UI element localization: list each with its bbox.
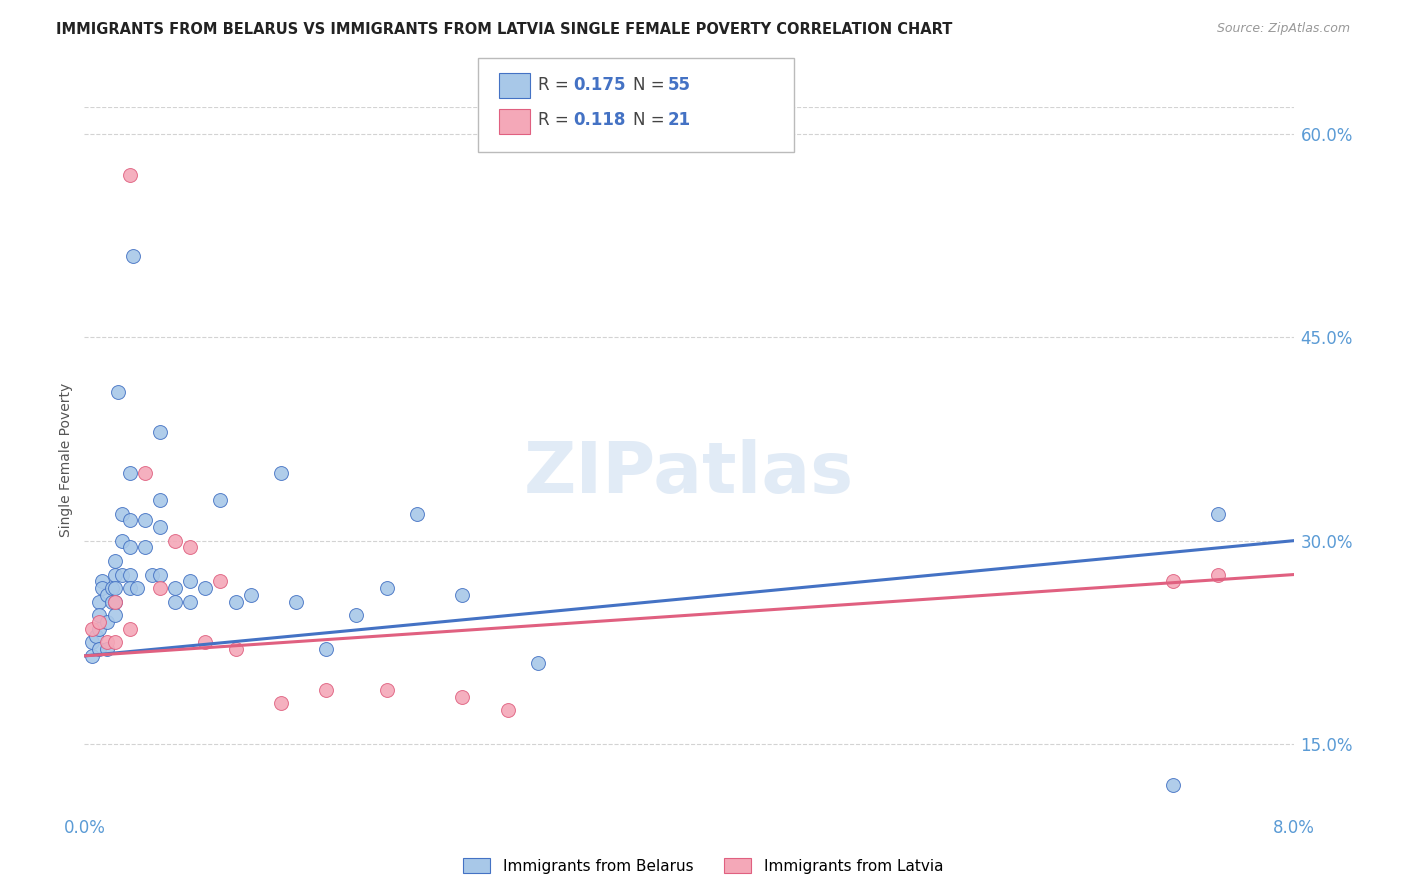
Point: [89, 642, 111, 657]
Point: [107, 384, 129, 399]
Point: [315, 642, 337, 657]
Point: [104, 581, 127, 595]
Point: [96, 615, 118, 629]
Point: [96, 642, 118, 657]
Point: [104, 595, 127, 609]
Y-axis label: Single Female Poverty: Single Female Poverty: [59, 383, 73, 536]
Legend: Immigrants from Belarus, Immigrants from Latvia: Immigrants from Belarus, Immigrants from…: [457, 852, 949, 880]
Point: [80, 635, 103, 649]
Point: [118, 567, 141, 582]
Point: [375, 581, 398, 595]
Point: [179, 595, 201, 609]
Point: [1206, 507, 1229, 521]
Point: [270, 696, 292, 710]
Text: 0.118: 0.118: [574, 112, 626, 129]
Text: R =: R =: [538, 76, 575, 94]
Point: [86, 628, 108, 642]
Point: [496, 703, 519, 717]
Point: [165, 533, 187, 548]
Point: [111, 507, 134, 521]
Point: [149, 520, 172, 534]
Point: [118, 513, 141, 527]
Text: N =: N =: [633, 112, 669, 129]
Text: 55: 55: [668, 76, 690, 94]
Point: [91, 574, 114, 589]
Point: [1161, 778, 1184, 792]
Point: [1206, 567, 1229, 582]
Point: [118, 168, 141, 182]
Point: [165, 581, 187, 595]
Point: [141, 567, 163, 582]
Point: [104, 595, 127, 609]
Point: [346, 608, 368, 623]
Point: [406, 507, 429, 521]
Point: [111, 533, 134, 548]
Text: R =: R =: [538, 112, 575, 129]
Point: [100, 581, 122, 595]
Point: [149, 581, 172, 595]
Point: [121, 249, 143, 263]
Point: [270, 466, 292, 480]
Point: [225, 642, 247, 657]
Point: [89, 622, 111, 636]
Point: [96, 588, 118, 602]
Point: [451, 588, 474, 602]
Point: [209, 493, 232, 508]
Point: [104, 567, 127, 582]
Text: IMMIGRANTS FROM BELARUS VS IMMIGRANTS FROM LATVIA SINGLE FEMALE POVERTY CORRELAT: IMMIGRANTS FROM BELARUS VS IMMIGRANTS FR…: [56, 22, 953, 37]
Point: [375, 682, 398, 697]
Text: 21: 21: [668, 112, 690, 129]
Point: [134, 541, 156, 555]
Point: [165, 595, 187, 609]
Point: [111, 567, 134, 582]
Point: [100, 595, 122, 609]
Point: [527, 656, 550, 670]
Point: [149, 493, 172, 508]
Point: [1161, 574, 1184, 589]
Point: [80, 648, 103, 663]
Point: [451, 690, 474, 704]
Point: [80, 622, 103, 636]
Point: [194, 581, 217, 595]
Point: [194, 635, 217, 649]
Point: [104, 608, 127, 623]
Point: [285, 595, 308, 609]
Point: [239, 588, 262, 602]
Point: [149, 425, 172, 440]
Point: [118, 466, 141, 480]
Point: [104, 554, 127, 568]
Point: [118, 581, 141, 595]
Point: [89, 608, 111, 623]
Point: [104, 635, 127, 649]
Point: [179, 541, 201, 555]
Text: 0.175: 0.175: [574, 76, 626, 94]
Point: [118, 622, 141, 636]
Point: [89, 615, 111, 629]
Point: [118, 541, 141, 555]
Point: [91, 581, 114, 595]
Text: N =: N =: [633, 76, 669, 94]
Point: [96, 635, 118, 649]
Point: [149, 567, 172, 582]
Point: [209, 574, 232, 589]
Point: [134, 513, 156, 527]
Point: [89, 595, 111, 609]
Point: [315, 682, 337, 697]
Text: ZIPatlas: ZIPatlas: [524, 439, 853, 508]
Point: [179, 574, 201, 589]
Point: [134, 466, 156, 480]
Text: Source: ZipAtlas.com: Source: ZipAtlas.com: [1216, 22, 1350, 36]
Point: [127, 581, 149, 595]
Point: [225, 595, 247, 609]
